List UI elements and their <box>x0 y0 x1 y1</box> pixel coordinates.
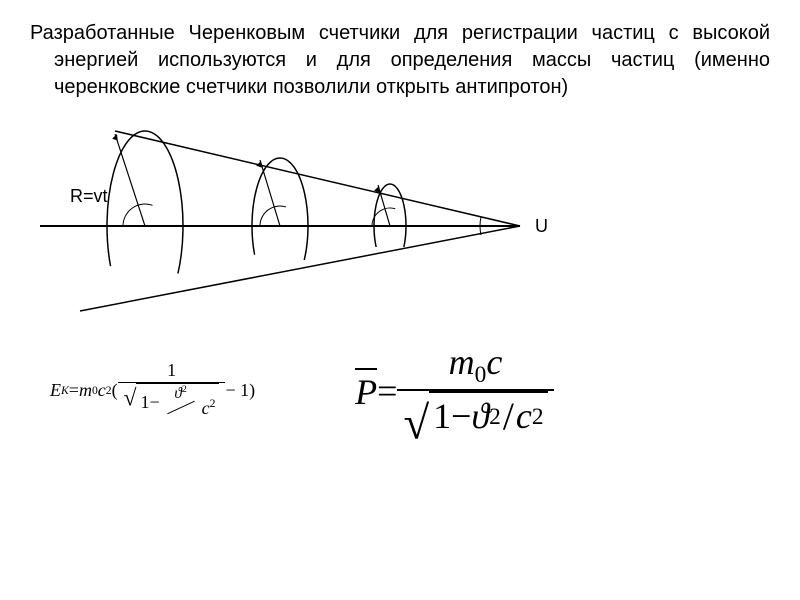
frac-num-1: 1 <box>161 360 182 382</box>
sym-m1: m <box>79 380 92 401</box>
frac-den-1: √ 1 − ϑ2 c2 <box>118 382 226 422</box>
theta-pow-1: 2 <box>182 384 187 395</box>
inner-frac-1: ϑ2 <box>160 384 202 422</box>
sym-eq1: = <box>69 380 79 401</box>
minus-2: − <box>451 395 471 438</box>
c-sq-1: c2 <box>202 397 216 420</box>
sqrt-sym-2: √ <box>403 401 429 451</box>
cherenkov-diagram: R=vt U <box>30 111 570 321</box>
frac-num-2: m0c <box>443 341 509 389</box>
frac-den-2: √ 1 − ϑ2/c2 <box>397 389 553 441</box>
formula-momentum: P = m0c √ 1 − ϑ2/c2 <box>355 341 553 441</box>
one-1: 1 <box>140 392 149 414</box>
sym-c1: c <box>98 380 106 401</box>
formulas-row: EK = m0c2 ( 1 √ 1 − ϑ2 c2 <box>30 341 770 441</box>
main-text: Разработанные Черенковым счетчики для ре… <box>30 20 770 101</box>
sym-eq2: = <box>377 370 397 412</box>
formula-kinetic-energy: EK = m0c2 ( 1 √ 1 − ϑ2 c2 <box>50 360 255 421</box>
sqrt-1: √ 1 − ϑ2 c2 <box>124 383 220 422</box>
frac-momentum: m0c √ 1 − ϑ2/c2 <box>397 341 553 441</box>
sqrt-body-1: 1 − ϑ2 c2 <box>136 383 219 422</box>
sqrt-2: √ 1 − ϑ2/c2 <box>403 391 547 441</box>
theta-sq-1: ϑ2 <box>168 384 192 403</box>
c-den-1: c <box>202 398 210 418</box>
sub-K: K <box>61 384 69 397</box>
close-minus-one: − 1) <box>225 380 255 401</box>
m2: m <box>449 342 475 382</box>
label-U: U <box>535 216 548 237</box>
c-pow-2: 2 <box>532 403 544 431</box>
minus-1: − <box>149 392 159 414</box>
theta-pow-2: 2 <box>489 403 501 431</box>
theta1: ϑ <box>174 385 182 402</box>
sym-E: E <box>50 380 61 401</box>
sqrt-sym-1: √ <box>124 387 137 426</box>
diagram-svg <box>30 111 570 321</box>
sym-P: P <box>355 372 377 412</box>
c-pow-1: 2 <box>210 397 216 410</box>
c2: c <box>486 342 502 382</box>
slash-wrap-1 <box>160 403 202 421</box>
sqrt-body-2: 1 − ϑ2/c2 <box>429 391 547 441</box>
diag1 <box>167 401 195 415</box>
label-R: R=vt <box>70 186 108 207</box>
c-den-2: c <box>516 395 532 438</box>
sub-02: 0 <box>475 362 487 388</box>
frac-energy: 1 √ 1 − ϑ2 c2 <box>118 360 226 421</box>
slash-2: / <box>503 393 514 441</box>
one-2: 1 <box>433 395 451 438</box>
theta2: ϑ <box>471 395 489 438</box>
sym-P-bar: P <box>355 368 377 413</box>
